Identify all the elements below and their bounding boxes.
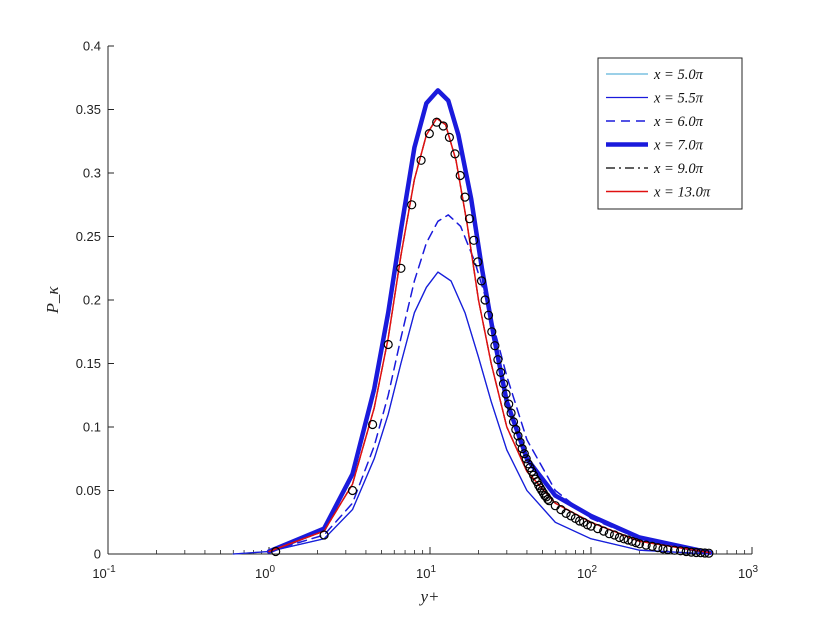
reference-point — [504, 399, 514, 409]
y-tick-label: 0.3 — [83, 166, 101, 181]
reference-point — [444, 132, 454, 142]
legend-label-3: x = 7.0π — [653, 138, 704, 154]
reference-point — [691, 547, 701, 558]
y-tick-label: 0.25 — [76, 229, 101, 244]
reference-point — [469, 235, 479, 245]
reference-point — [704, 548, 714, 558]
reference-point — [464, 214, 475, 224]
reference-point — [368, 419, 378, 430]
reference-point — [438, 121, 448, 131]
legend-label-5: x = 13.0π — [653, 185, 711, 201]
reference-point — [544, 496, 554, 506]
reference-point — [653, 542, 663, 553]
reference-point — [450, 149, 460, 159]
reference-point — [521, 454, 531, 464]
reference-point — [480, 295, 490, 305]
reference-point — [501, 389, 511, 399]
y-tick-label: 0.05 — [76, 483, 101, 498]
reference-point — [663, 544, 673, 555]
reference-point — [347, 485, 358, 496]
reference-point — [476, 276, 487, 286]
reference-point — [534, 480, 544, 490]
reference-point — [513, 431, 523, 441]
y-tick-label: 0.35 — [76, 102, 101, 117]
reference-point — [383, 339, 393, 350]
reference-point — [506, 408, 516, 418]
reference-point — [593, 523, 603, 534]
reference-markers — [271, 117, 714, 558]
reference-point — [619, 534, 629, 544]
reference-point — [634, 539, 645, 549]
reference-point — [473, 257, 483, 267]
reference-point — [424, 129, 434, 139]
y-tick-label: 0.1 — [83, 420, 101, 435]
reference-point — [496, 367, 506, 377]
reference-point — [271, 546, 281, 557]
reference-point — [681, 546, 691, 557]
y-tick-label: 0.4 — [83, 39, 101, 54]
series-line-3 — [266, 88, 713, 555]
reference-point — [561, 508, 571, 519]
reference-point — [517, 444, 527, 454]
y-tick-label: 0.15 — [76, 356, 101, 371]
reference-point — [515, 437, 525, 447]
reference-point — [669, 545, 680, 555]
series-line-2 — [268, 214, 711, 554]
reference-point — [407, 200, 417, 210]
legend-label-4: x = 9.0π — [653, 161, 704, 177]
x-axis-label: y+ — [418, 587, 439, 606]
reference-point — [675, 546, 686, 556]
reference-point — [543, 494, 553, 504]
reference-point — [647, 541, 657, 552]
reference-point — [319, 530, 329, 540]
legend-label-2: x = 6.0π — [653, 114, 704, 130]
reference-point — [511, 424, 521, 435]
reference-point — [658, 544, 668, 554]
reference-point — [614, 532, 625, 543]
reference-point — [455, 170, 465, 181]
reference-point — [432, 117, 442, 127]
series-line-1 — [232, 271, 711, 555]
reference-point — [609, 530, 620, 540]
reference-point — [493, 355, 503, 365]
legend-label-0: x = 5.0π — [653, 67, 704, 83]
legend-box — [597, 57, 743, 210]
y-tick-label: 0 — [94, 547, 101, 562]
reference-point — [487, 327, 497, 337]
legend: x = 5.0π x = 5.5π x = 6.0π x = 7.0π x = 9.0π… — [597, 57, 743, 210]
reference-point — [604, 529, 614, 539]
reference-point — [519, 449, 529, 459]
y-tick-label: 0.2 — [83, 293, 101, 308]
reference-point — [416, 155, 426, 165]
reference-point — [483, 310, 494, 320]
reference-point — [686, 547, 696, 557]
reference-point — [566, 511, 576, 521]
reference-point — [535, 483, 545, 493]
reference-point — [700, 548, 710, 558]
legend-label-1: x = 5.5π — [653, 91, 704, 107]
reference-point — [599, 526, 609, 536]
reference-point — [396, 263, 406, 273]
reference-point — [460, 192, 470, 202]
reference-point — [498, 379, 509, 389]
reference-point — [490, 341, 500, 351]
y-axis-label: P_κ — [43, 286, 62, 315]
reference-point — [574, 516, 585, 526]
reference-point — [623, 535, 633, 545]
reference-point — [537, 485, 547, 496]
reference-point — [641, 540, 651, 550]
axes: 00.050.10.150.20.250.30.350.410-1 100 101 1… — [76, 39, 759, 582]
